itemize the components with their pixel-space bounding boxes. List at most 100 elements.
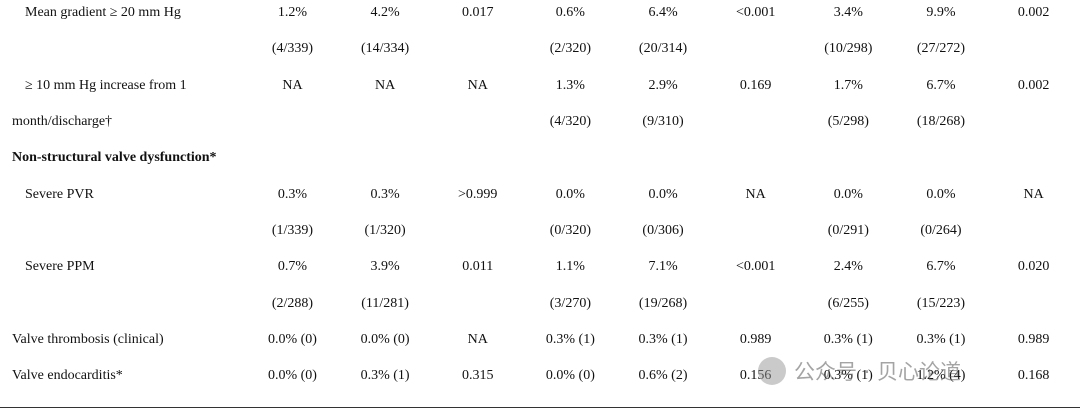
table-cell: 6.4% bbox=[648, 5, 678, 21]
table-cell: 0.0% (0) bbox=[545, 368, 595, 384]
table-cell: 0.6% bbox=[555, 5, 585, 21]
table-cell: 3.9% bbox=[370, 259, 400, 275]
table-cell bbox=[246, 104, 339, 140]
row-label bbox=[0, 213, 246, 249]
table-cell: <0.001 bbox=[735, 5, 776, 21]
table-cell: 7.1% bbox=[648, 259, 678, 275]
table-cell bbox=[802, 140, 895, 176]
table-cell: 0.7% bbox=[277, 259, 308, 275]
table-cell bbox=[709, 285, 802, 321]
table-cell: 0.3% bbox=[277, 186, 308, 202]
table-cell: NA bbox=[467, 77, 488, 93]
table-cell: (0/264) bbox=[920, 222, 962, 238]
table-cell bbox=[709, 31, 802, 67]
table-cell: 6.7% bbox=[926, 77, 956, 93]
table-cell: (5/298) bbox=[827, 114, 869, 130]
table-cell: 0.3% (1) bbox=[916, 331, 966, 347]
row-label bbox=[0, 31, 246, 67]
row-label bbox=[0, 285, 246, 321]
table-cell bbox=[246, 140, 339, 176]
table-cell: (6/255) bbox=[827, 295, 869, 311]
table-cell: 1.2% (4) bbox=[916, 368, 966, 384]
table-cell: >0.999 bbox=[458, 186, 498, 202]
table-cell: 0.0% bbox=[648, 186, 678, 202]
table-cell: 0.0% bbox=[833, 186, 863, 202]
table-row: month/discharge† (4/320) (9/310) (5/298) (18… bbox=[0, 104, 1080, 140]
table-cell: 0.0% bbox=[555, 186, 585, 202]
data-table: Mean gradient ≥ 20 mm Hg 1.2% 4.2% 0.017 0.6… bbox=[0, 0, 1080, 394]
table-cell: NA bbox=[745, 186, 766, 202]
table-row: Mean gradient ≥ 20 mm Hg 1.2% 4.2% 0.017 0.6… bbox=[0, 0, 1080, 31]
table-cell: 9.9% bbox=[926, 5, 956, 21]
table-cell: 0.3% (1) bbox=[545, 331, 595, 347]
table-cell bbox=[987, 285, 1080, 321]
watermark: 公众号 · 贝心论道 bbox=[758, 355, 961, 387]
table-cell: 0.3% (1) bbox=[823, 368, 873, 384]
row-label: Mean gradient ≥ 20 mm Hg bbox=[25, 5, 181, 21]
row-label: Severe PVR bbox=[25, 186, 94, 202]
table-cell: 0.0% (0) bbox=[267, 368, 317, 384]
table-cell bbox=[987, 31, 1080, 67]
table-cell: 0.002 bbox=[1017, 77, 1050, 93]
table-cell: 4.2% bbox=[370, 5, 400, 21]
table-cell: 0.168 bbox=[1017, 368, 1050, 384]
table-cell bbox=[709, 213, 802, 249]
table-cell: (20/314) bbox=[638, 41, 688, 57]
table-cell: 0.3% (1) bbox=[638, 331, 688, 347]
table-cell bbox=[431, 285, 524, 321]
table-cell: (27/272) bbox=[916, 41, 966, 57]
table-cell: (0/306) bbox=[642, 222, 684, 238]
table-row: (2/288) (11/281) (3/270) (19/268) (6/255) (15… bbox=[0, 285, 1080, 321]
table-cell: NA bbox=[374, 77, 396, 93]
table-cell: (9/310) bbox=[642, 114, 684, 130]
table-cell: (11/281) bbox=[361, 295, 409, 311]
table-cell bbox=[987, 104, 1080, 140]
table-cell: 1.1% bbox=[555, 259, 585, 275]
table-cell: 0.3% bbox=[370, 186, 400, 202]
row-label: Non-structural valve dysfunction* bbox=[12, 150, 217, 166]
table-cell bbox=[987, 140, 1080, 176]
table-cell: 0.315 bbox=[461, 368, 494, 384]
table-cell: <0.001 bbox=[735, 259, 776, 275]
table-cell: (2/288) bbox=[271, 295, 314, 311]
table-row: (4/339) (14/334) (2/320) (20/314) (10/298) (2… bbox=[0, 31, 1080, 67]
table-row: Valve endocarditis* 0.0% (0) 0.3% (1) 0.315… bbox=[0, 358, 1080, 394]
table-cell: NA bbox=[282, 77, 303, 93]
table-cell bbox=[431, 104, 524, 140]
row-label: ≥ 10 mm Hg increase from 1 bbox=[25, 77, 187, 93]
table-row: (1/339) (1/320) (0/320) (0/306) (0/291) (0/26… bbox=[0, 213, 1080, 249]
table-cell bbox=[339, 140, 432, 176]
table-cell: 0.0% (0) bbox=[267, 331, 317, 347]
table-cell: 0.169 bbox=[739, 77, 772, 93]
table-cell: (2/320) bbox=[549, 41, 591, 57]
table-cell: 0.011 bbox=[462, 259, 494, 275]
table-cell: 6.7% bbox=[926, 259, 956, 275]
table-cell: 0.989 bbox=[1017, 331, 1050, 347]
table-row: Severe PVR 0.3% 0.3% >0.999 0.0% 0.0% NA 0.0% 0.… bbox=[0, 176, 1080, 212]
table-cell: 0.0% (0) bbox=[360, 331, 410, 347]
table-cell: 1.3% bbox=[555, 77, 585, 93]
table-cell: (4/320) bbox=[549, 114, 591, 130]
table-cell bbox=[709, 104, 802, 140]
table-cell: NA bbox=[467, 331, 488, 347]
table-cell: 0.0% bbox=[926, 186, 956, 202]
row-label: Valve endocarditis* bbox=[12, 368, 123, 384]
table-cell: 0.3% (1) bbox=[823, 331, 873, 347]
table-cell bbox=[339, 104, 432, 140]
bottom-rule bbox=[0, 407, 1080, 408]
table-cell bbox=[524, 140, 617, 176]
table-cell bbox=[431, 213, 524, 249]
table-cell: 0.989 bbox=[739, 331, 772, 347]
table-cell: NA bbox=[1023, 186, 1044, 202]
table-cell bbox=[987, 213, 1080, 249]
table-cell: 0.6% (2) bbox=[638, 368, 688, 384]
row-label: month/discharge† bbox=[12, 114, 113, 130]
table-row: Severe PPM 0.7% 3.9% 0.011 1.1% 7.1% <0.001 2.4… bbox=[0, 249, 1080, 285]
table-row: Non-structural valve dysfunction* bbox=[0, 140, 1080, 176]
table-row: Valve thrombosis (clinical) 0.0% (0) 0.0% … bbox=[0, 322, 1080, 358]
watermark-text: 公众号 · 贝心论道 bbox=[794, 360, 962, 384]
table-cell bbox=[617, 140, 710, 176]
table-cell: (1/339) bbox=[271, 222, 314, 238]
table-cell: (15/223) bbox=[916, 295, 966, 311]
